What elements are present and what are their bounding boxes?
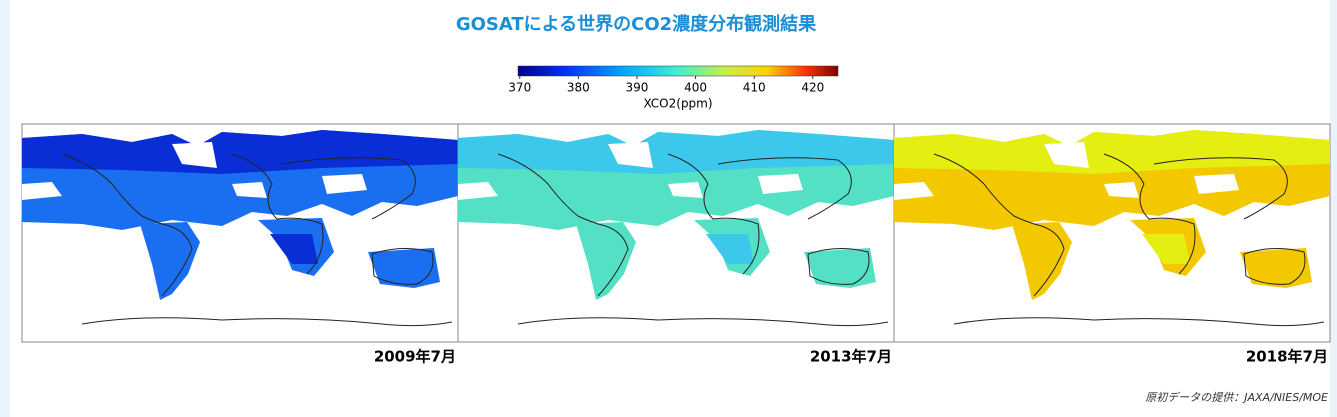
- panel-caption: 2009年7月: [374, 348, 456, 366]
- title: GOSATによる世界のCO2濃度分布観測結果: [456, 13, 817, 35]
- colorbar-tick-label: 370: [508, 81, 531, 95]
- colorbar-tick-label: 390: [626, 81, 649, 95]
- colorbar-tick-label: 380: [567, 81, 590, 95]
- colorbar-tick-label: 410: [743, 81, 766, 95]
- colorbar-tick-label: 400: [684, 81, 707, 95]
- colorbar-label: XCO2(ppm): [643, 97, 712, 111]
- panel-caption: 2018年7月: [1246, 348, 1328, 366]
- map-panel: [21, 123, 459, 343]
- map-panel: [457, 123, 895, 343]
- panel-caption: 2013年7月: [810, 348, 892, 366]
- left-strip: [0, 0, 10, 417]
- colorbar: [517, 65, 839, 77]
- credit: 原初データの提供：JAXA/NIES/MOE: [1145, 391, 1328, 404]
- right-strip: [1330, 0, 1337, 417]
- map-panel: [893, 123, 1331, 343]
- colorbar-tick-label: 420: [801, 81, 824, 95]
